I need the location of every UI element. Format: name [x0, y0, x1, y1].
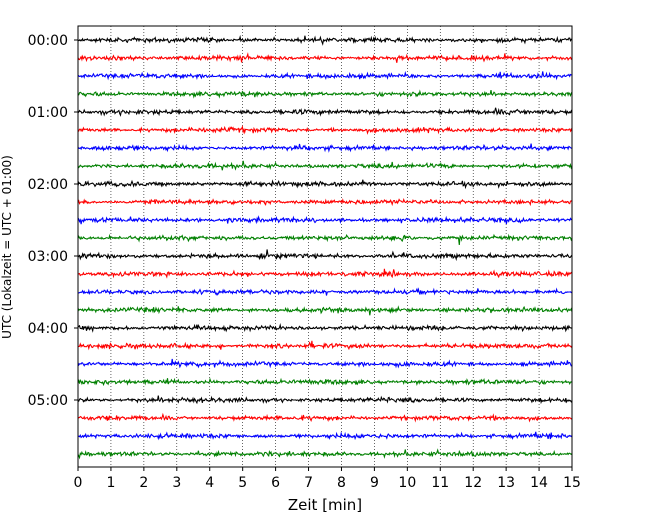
y-tick-label-04:00: 04:00 — [28, 321, 68, 337]
trace-row-11 — [77, 233, 573, 245]
x-tick-label-7: 7 — [304, 475, 313, 491]
x-axis-label: Zeit [min] — [288, 496, 362, 514]
trace-row-8 — [77, 179, 573, 190]
x-tick-label-12: 12 — [464, 475, 482, 491]
trace-row-9 — [77, 198, 573, 207]
trace-row-22 — [77, 431, 573, 441]
trace-row-3 — [77, 89, 573, 99]
x-tick-label-2: 2 — [139, 475, 148, 491]
trace-row-17 — [77, 340, 573, 351]
y-axis-label: UTC (Lokalzeit = UTC + 01:00) — [0, 155, 14, 339]
trace-row-20 — [77, 395, 573, 405]
plot-frame — [77, 25, 573, 468]
x-tick-label-1: 1 — [106, 475, 115, 491]
x-tick-label-6: 6 — [271, 475, 280, 491]
x-tick-label-13: 13 — [497, 475, 515, 491]
x-tick-label-9: 9 — [370, 475, 379, 491]
trace-row-21 — [77, 412, 573, 423]
x-tick-label-10: 10 — [398, 475, 416, 491]
y-tick-label-03:00: 03:00 — [28, 249, 68, 265]
y-tick-label-00:00: 00:00 — [28, 33, 68, 49]
x-tick-label-3: 3 — [172, 475, 181, 491]
trace-row-10 — [77, 215, 573, 225]
x-tick-label-15: 15 — [563, 475, 581, 491]
y-axis-ticks: 00:00 01:00 02:00 03:00 04:00 05:00 — [28, 33, 78, 409]
x-tick-label-8: 8 — [337, 475, 346, 491]
x-tick-label-0: 0 — [74, 475, 83, 491]
trace-row-12 — [77, 249, 573, 262]
seismic-traces — [77, 34, 573, 460]
trace-row-1 — [77, 52, 573, 63]
x-tick-label-5: 5 — [238, 475, 247, 491]
x-axis-ticks: 0 1 2 3 4 5 6 7 8 9 10 11 12 13 14 15 — [74, 467, 581, 491]
x-tick-label-14: 14 — [530, 475, 548, 491]
trace-row-0 — [78, 34, 573, 46]
trace-row-14 — [77, 287, 573, 296]
trace-row-4 — [77, 107, 573, 117]
y-tick-label-01:00: 01:00 — [28, 105, 68, 121]
trace-row-16 — [77, 323, 573, 333]
y-tick-label-02:00: 02:00 — [28, 177, 68, 193]
trace-row-15 — [77, 305, 573, 316]
x-tick-label-4: 4 — [205, 475, 214, 491]
trace-row-19 — [77, 377, 573, 387]
trace-row-18 — [77, 358, 573, 369]
x-tick-label-11: 11 — [431, 475, 449, 491]
trace-row-2 — [77, 70, 573, 81]
trace-row-7 — [77, 160, 573, 171]
trace-row-6 — [77, 143, 573, 153]
trace-row-5 — [77, 125, 573, 135]
trace-row-23 — [77, 448, 573, 460]
y-tick-label-05:00: 05:00 — [28, 393, 68, 409]
trace-row-13 — [77, 268, 573, 279]
